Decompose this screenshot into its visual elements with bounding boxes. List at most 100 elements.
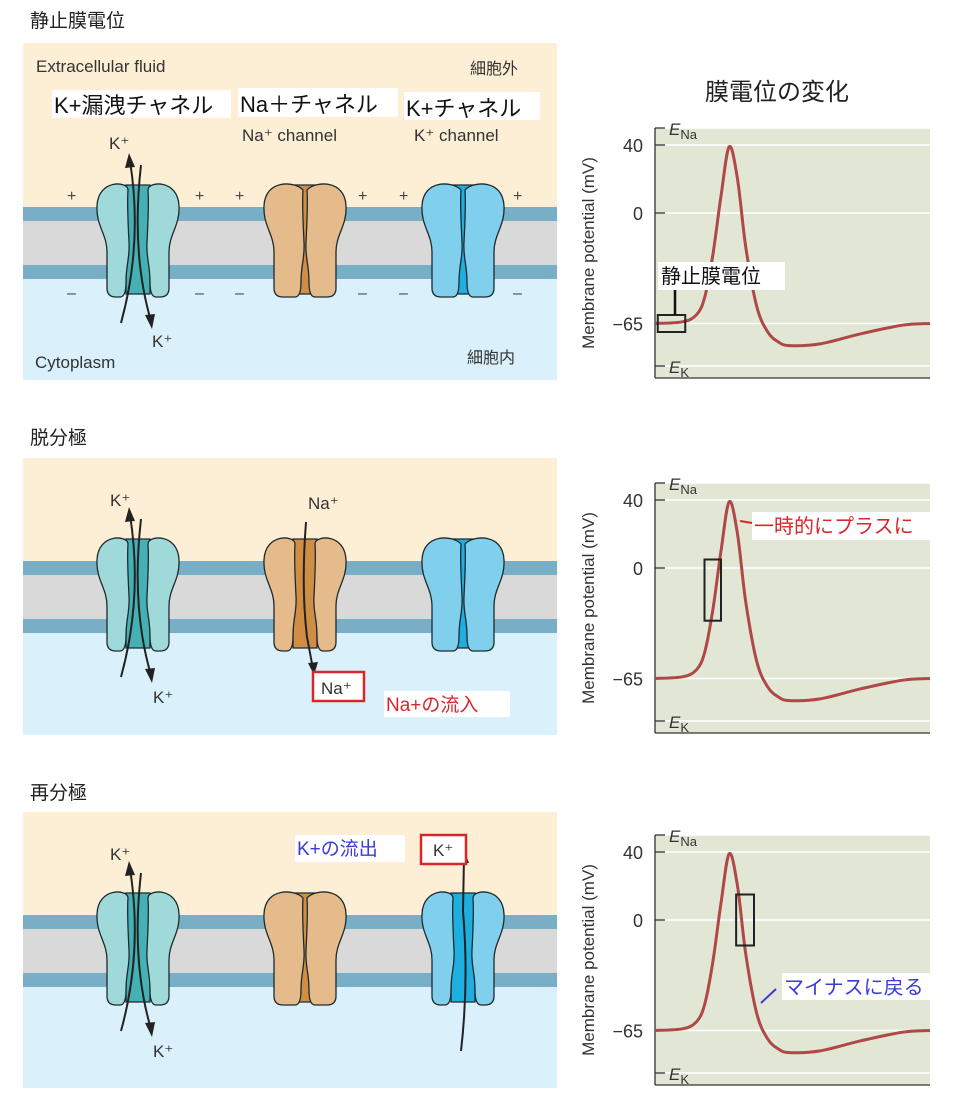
annotation-label-bg xyxy=(782,973,950,1000)
channel-subunit xyxy=(96,183,130,298)
y-tick-label: 0 xyxy=(633,911,643,931)
arrowhead-icon xyxy=(145,314,155,329)
svg-text:+: + xyxy=(358,188,367,205)
k-ion-highlight-box xyxy=(419,833,468,866)
na-ion-label-bottom: Na⁺ xyxy=(321,679,352,698)
channel-subunit xyxy=(463,183,505,298)
k-ion-label-top: K⁺ xyxy=(110,845,130,864)
k-efflux-arrow xyxy=(120,160,136,324)
k-channel xyxy=(421,537,505,652)
annotation-box xyxy=(703,558,722,622)
annotation-leader xyxy=(760,988,777,1004)
svg-text:+: + xyxy=(67,188,76,205)
channel-subunit xyxy=(305,183,347,298)
k-efflux-note: K+の流出 xyxy=(297,838,378,860)
channel-subunit xyxy=(421,891,455,1006)
section-title-depolarization: 脱分極 xyxy=(30,428,88,449)
k-channel xyxy=(421,183,505,298)
channel-subunit xyxy=(146,891,180,1006)
extracellular-label: Extracellular fluid xyxy=(36,57,165,76)
k-efflux-arrow xyxy=(460,856,467,1052)
arrowhead-icon xyxy=(125,507,135,522)
channel-subunit xyxy=(96,891,130,1006)
na-influx-arrow xyxy=(302,521,314,670)
arrowhead-icon xyxy=(145,668,155,683)
section-title-resting: 静止膜電位 xyxy=(30,11,126,32)
k-channel-jp-label: K+チャネル xyxy=(406,96,521,121)
channel-subunit xyxy=(146,537,180,652)
annotation-label: 一時的にプラスに xyxy=(754,515,914,538)
arrowhead-icon xyxy=(125,861,135,876)
annotation-box xyxy=(656,314,687,333)
y-axis-label: Membrane potential (mV) xyxy=(579,157,598,349)
channel-subunit xyxy=(463,537,505,652)
k-influx-arrow xyxy=(136,164,152,322)
k-ion-label-top: K⁺ xyxy=(109,134,129,153)
reference-label-na: ENa xyxy=(669,120,698,142)
channel-subunit xyxy=(471,891,505,1006)
annotation-label-bg xyxy=(658,262,785,290)
annotation-label-bg xyxy=(752,512,946,540)
chart-title: 膜電位の変化 xyxy=(705,79,849,106)
svg-text:–: – xyxy=(399,285,408,302)
k-efflux-arrow xyxy=(120,868,136,1032)
arrowhead-icon xyxy=(308,662,318,675)
y-tick-label: −65 xyxy=(612,670,643,690)
y-tick-label: −65 xyxy=(612,315,643,335)
minus-charges: – – – – – – xyxy=(67,285,522,302)
plot-background xyxy=(655,835,930,1085)
svg-text:+: + xyxy=(235,188,244,205)
channel-subunit xyxy=(263,183,305,298)
arrowhead-icon xyxy=(145,1022,155,1037)
y-tick-label: 0 xyxy=(633,559,643,579)
cytoplasm-label: Cytoplasm xyxy=(35,353,115,372)
y-tick-label: 0 xyxy=(633,204,643,224)
k-ion-label-box: K⁺ xyxy=(433,841,453,860)
channel-subunit xyxy=(146,183,180,298)
k-efflux-arrow xyxy=(120,514,136,678)
membrane-diagram-depolarization: K⁺ K⁺ Na⁺ Na⁺ Na+の流入 xyxy=(23,458,557,735)
svg-text:–: – xyxy=(235,285,244,302)
channel-subunit xyxy=(313,537,347,652)
na-channel xyxy=(263,891,347,1006)
k-ion-label-bottom: K⁺ xyxy=(153,1042,173,1061)
na-channel xyxy=(263,537,347,652)
svg-text:–: – xyxy=(67,285,76,302)
k-ion-label-bottom: K⁺ xyxy=(153,688,173,707)
na-channel-jp-label: Na＋チャネル xyxy=(240,92,378,117)
section-title-repolarization: 再分極 xyxy=(30,783,88,804)
y-axis-label: Membrane potential (mV) xyxy=(579,864,598,1056)
channel-subunit xyxy=(263,891,305,1006)
channel-subunit xyxy=(421,537,463,652)
k-influx-arrow xyxy=(136,872,152,1030)
k-ion-label-bottom: K⁺ xyxy=(152,332,172,351)
extracellular-jp-label: 細胞外 xyxy=(470,60,518,78)
arrowhead-icon xyxy=(125,153,135,168)
na-influx-note: Na+の流入 xyxy=(386,694,478,716)
svg-text:+: + xyxy=(195,188,204,205)
na-channel xyxy=(263,183,347,298)
action-potential-trace xyxy=(654,500,931,703)
channel-subunit xyxy=(263,537,297,652)
action-potential-trace xyxy=(654,852,931,1055)
plus-charges: + + + + + + xyxy=(67,188,522,205)
cytoplasm-jp-label: 細胞内 xyxy=(467,349,515,367)
k-influx-arrow xyxy=(136,518,152,676)
annotation-label: 静止膜電位 xyxy=(661,265,761,288)
reference-label-na: ENa xyxy=(669,475,698,497)
svg-text:–: – xyxy=(358,285,367,302)
annotation-leader xyxy=(739,520,753,524)
svg-text:+: + xyxy=(513,188,522,205)
y-tick-label: −65 xyxy=(612,1022,643,1042)
y-tick-label: 40 xyxy=(623,843,643,863)
y-tick-label: 40 xyxy=(623,491,643,511)
k-channel-label: K⁺ channel xyxy=(414,126,499,145)
annotation-box xyxy=(735,893,755,947)
membrane-diagram-resting: Extracellular fluid 細胞外 Cytoplasm 細胞内 K+… xyxy=(23,43,557,380)
action-potential-trace xyxy=(654,145,931,348)
y-tick-label: 40 xyxy=(623,136,643,156)
